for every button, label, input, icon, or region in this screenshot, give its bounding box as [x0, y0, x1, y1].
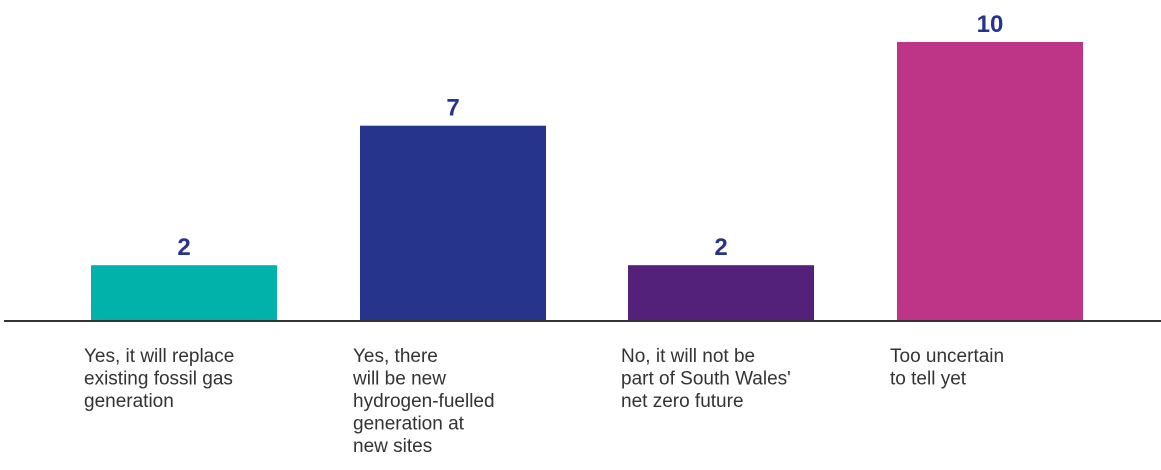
category-label-4: Too uncertain to tell yet: [890, 346, 1004, 390]
category-label-line: generation at: [353, 414, 465, 435]
bar-3: [628, 265, 814, 321]
bar-2: [360, 125, 546, 321]
category-label-line: hydrogen-fuelled: [353, 391, 495, 412]
category-label-line: generation: [84, 391, 174, 412]
category-label-line: Too uncertain: [890, 346, 1004, 367]
category-label-1: Yes, it will replace existing fossil gas g…: [84, 346, 234, 412]
category-label-3: No, it will not be part of South Wales' ne…: [621, 346, 791, 412]
value-label-3: 2: [714, 234, 727, 261]
category-label-line: to tell yet: [890, 369, 967, 390]
category-labels-layer: Yes, it will replace existing fossil gas g…: [84, 346, 1004, 457]
bar-4: [897, 42, 1083, 321]
value-labels-layer: 2 7 2 10: [177, 11, 1003, 261]
category-label-2: Yes, there will be new hydrogen-fuelled gen…: [352, 346, 495, 457]
category-label-line: Yes, there: [353, 346, 438, 367]
value-label-4: 10: [977, 11, 1004, 38]
category-label-line: new sites: [353, 436, 432, 457]
bars-layer: [91, 42, 1083, 321]
bar-1: [91, 265, 277, 321]
value-label-2: 7: [446, 95, 459, 122]
category-label-line: net zero future: [621, 391, 744, 412]
category-label-line: existing fossil gas: [84, 369, 233, 390]
category-label-line: No, it will not be: [621, 346, 755, 367]
category-label-line: Yes, it will replace: [84, 346, 234, 367]
value-label-1: 2: [177, 234, 190, 261]
category-label-line: will be new: [352, 369, 446, 390]
category-label-line: part of South Wales': [621, 369, 791, 390]
